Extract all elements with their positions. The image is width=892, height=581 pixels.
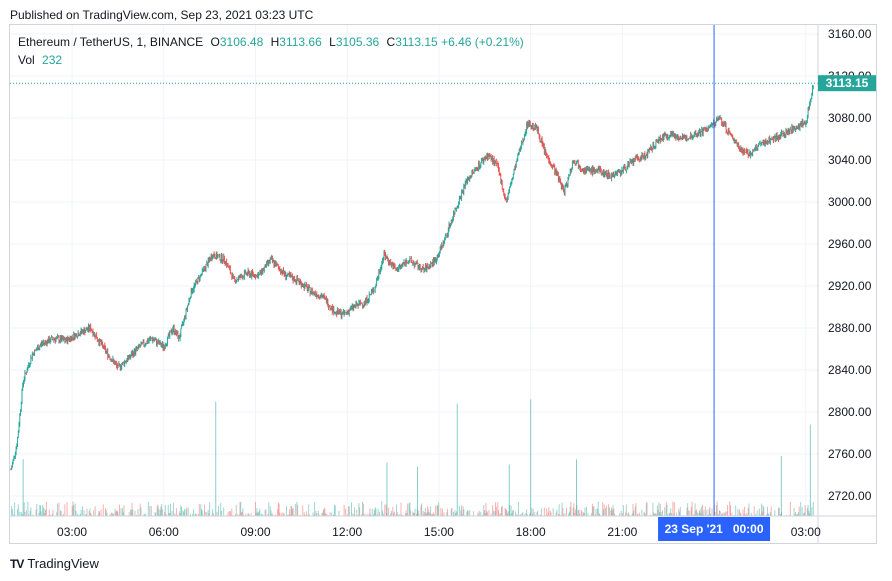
price-tick-label: 2720.00 <box>828 489 872 503</box>
brand-name: TradingView <box>27 556 99 571</box>
price-tick-label: 2920.00 <box>828 279 872 293</box>
volume-key: Vol <box>18 53 35 67</box>
candles <box>10 84 814 471</box>
low-value: 3105.36 <box>335 35 380 49</box>
crosshair-time-value: 23 Sep '21 00:00 <box>665 522 764 536</box>
symbol-legend: Ethereum / TetherUS, 1, BINANCE O3106.48… <box>18 35 524 49</box>
close-key: C <box>386 35 396 49</box>
time-tick-label: 09:00 <box>240 525 270 539</box>
price-axis: 3160.003120.003080.003040.003000.002960.… <box>10 25 876 543</box>
high-value: 3113.66 <box>279 35 322 49</box>
price-tick-label: 3000.00 <box>828 195 872 209</box>
volume-legend: Vol 232 <box>18 53 62 67</box>
price-tick-label: 2800.00 <box>828 405 872 419</box>
close-value: 3113.15 <box>395 35 438 49</box>
time-axis: 03:00 06:00 09:00 12:00 15:00 18:00 21:00 03:00 <box>57 525 821 539</box>
published-note: Published on TradingView.com, Sep 23, 20… <box>10 8 314 22</box>
volume-bars <box>10 399 814 516</box>
chart-frame[interactable] <box>9 24 877 544</box>
price-tick-label: 2960.00 <box>828 237 872 251</box>
last-price-label: 3113.15 <box>818 75 876 92</box>
open-key: O <box>210 35 220 49</box>
grid <box>10 25 818 516</box>
footer-brand[interactable]: TV TradingView <box>10 556 99 571</box>
last-price-value: 3113.15 <box>826 76 869 90</box>
symbol-name: Ethereum / TetherUS, 1, BINANCE <box>18 35 204 49</box>
time-tick-label: 21:00 <box>607 525 637 539</box>
low-key: L <box>329 35 336 49</box>
open-value: 3106.48 <box>219 35 264 49</box>
volume-value: 232 <box>42 53 63 67</box>
price-tick-label: 3160.00 <box>828 27 872 41</box>
price-tick-label: 2840.00 <box>828 363 872 377</box>
price-tick-label: 2880.00 <box>828 321 872 335</box>
time-tick-label: 06:00 <box>149 525 179 539</box>
high-key: H <box>270 35 280 49</box>
time-tick-label: 12:00 <box>332 525 362 539</box>
crosshair-time-label: 23 Sep '21 00:00 <box>658 517 771 541</box>
time-tick-label: 15:00 <box>424 525 454 539</box>
change-value: +6.46 (+0.21%) <box>441 35 524 49</box>
time-tick-label: 18:00 <box>516 525 546 539</box>
price-tick-label: 2760.00 <box>828 447 872 461</box>
price-tick-label: 3080.00 <box>828 111 872 125</box>
price-tick-label: 3040.00 <box>828 153 872 167</box>
tradingview-logo-icon: TV <box>10 557 24 571</box>
time-tick-label: 03:00 <box>791 525 821 539</box>
time-tick-label: 03:00 <box>57 525 87 539</box>
